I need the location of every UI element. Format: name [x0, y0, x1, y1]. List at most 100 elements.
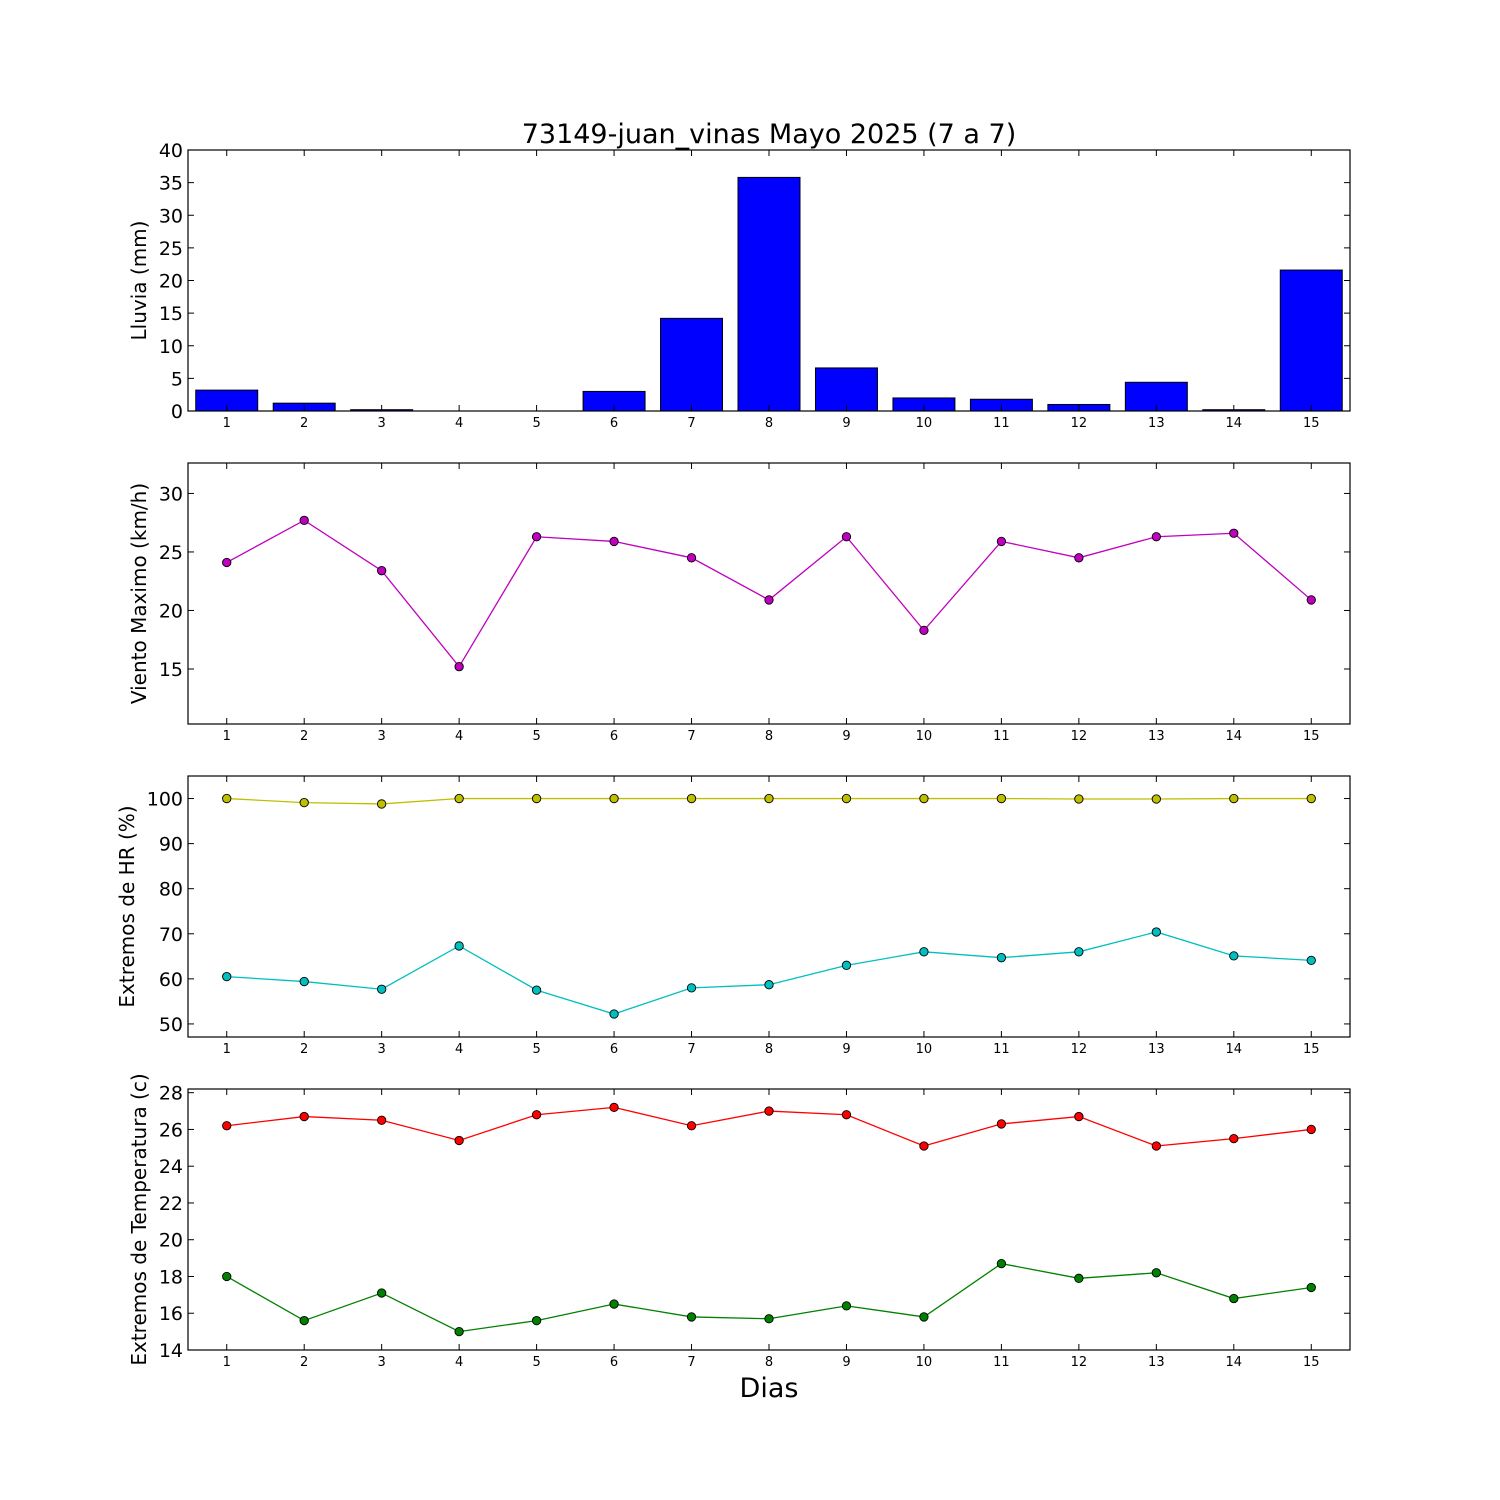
series-1-point-9 [841, 793, 852, 804]
x-tick-label: 7 [687, 416, 695, 431]
y-tick-label: 90 [159, 834, 183, 856]
series-2-point-8 [764, 1314, 774, 1324]
x-tick-label: 12 [1071, 729, 1088, 744]
series-2-point-1 [222, 1271, 232, 1282]
series-2-point-6 [609, 1299, 619, 1309]
x-tick-label: 10 [916, 416, 933, 431]
x-tick-label: 13 [1148, 1355, 1165, 1370]
series-1-point-9 [841, 532, 852, 542]
x-tick-label: 15 [1303, 729, 1320, 744]
series-1-point-8 [764, 595, 774, 605]
y-tick-label: 22 [159, 1193, 183, 1215]
x-tick-label: 8 [765, 1042, 773, 1057]
y-axis-label: Extremos de HR (%) [115, 805, 139, 1007]
series-2-point-14 [1229, 1293, 1239, 1304]
series-1-point-13 [1151, 794, 1161, 804]
series-1-point-2 [299, 1111, 309, 1122]
x-tick-label: 9 [842, 416, 850, 431]
y-tick-label: 25 [159, 542, 183, 564]
series-1-point-13 [1151, 532, 1161, 542]
series-2-point-8 [764, 980, 774, 990]
x-tick-label: 3 [378, 729, 386, 744]
x-tick-label: 3 [378, 1042, 386, 1057]
series-2-point-11 [996, 1258, 1007, 1269]
chart-panels: 1 2 3 4 5 6 7 8 9 10 11 12 13 14 150510152025303540Llu… [115, 140, 1351, 1370]
y-tick-label: 25 [159, 238, 183, 260]
y-tick-label: 16 [159, 1303, 183, 1325]
chart-panel-3: 1 2 3 4 5 6 7 8 9 10 11 12 13 14 155060708090100Extrem… [115, 775, 1351, 1057]
series-1-point-15 [1306, 595, 1316, 605]
series-1-point-12 [1074, 1111, 1084, 1122]
y-tick-label: 30 [159, 483, 183, 505]
x-tick-label: 12 [1071, 416, 1088, 431]
x-tick-label: 13 [1148, 729, 1165, 744]
plot-area [188, 463, 1350, 724]
series-1-point-5 [531, 1110, 542, 1120]
bar-15 [1279, 269, 1343, 412]
series-2-point-4 [454, 941, 464, 951]
x-tick-label: 2 [300, 1355, 308, 1370]
series-1-point-15 [1306, 1124, 1316, 1135]
y-tick-label: 14 [159, 1340, 183, 1362]
x-tick-label: 1 [223, 1042, 231, 1057]
series-1-point-9 [841, 1110, 852, 1120]
series-2-point-15 [1306, 1282, 1316, 1293]
y-tick-label: 20 [159, 1230, 183, 1252]
series-1-point-4 [454, 662, 464, 672]
plot-frame [187, 462, 1351, 725]
series-2-point-10 [919, 947, 929, 957]
x-tick-label: 9 [842, 1042, 850, 1057]
series-1-point-13 [1151, 1141, 1161, 1151]
series-1-point-7 [686, 1121, 697, 1131]
y-tick-label: 10 [159, 336, 183, 358]
x-tick-label: 4 [455, 416, 463, 431]
x-tick-label: 2 [300, 1042, 308, 1057]
x-tick-label: 8 [765, 416, 773, 431]
y-axis-label: Extremos de Temperatura (c) [127, 1073, 151, 1365]
series-1-point-10 [919, 1141, 929, 1151]
plot-area [188, 776, 1350, 1037]
chart-panel-4: 1 2 3 4 5 6 7 8 9 10 11 12 13 14 151416182022242628Ext… [127, 1073, 1351, 1370]
chart-panel-1: 1 2 3 4 5 6 7 8 9 10 11 12 13 14 150510152025303540Llu… [127, 140, 1351, 431]
series-2-point-12 [1074, 1273, 1084, 1283]
series-2-point-7 [686, 1312, 697, 1322]
x-tick-label: 11 [993, 416, 1010, 431]
series-1-point-14 [1229, 1133, 1239, 1144]
x-tick-label: 6 [610, 416, 618, 431]
series-1-point-6 [609, 1102, 619, 1113]
series-2-point-12 [1074, 947, 1084, 957]
y-tick-label: 15 [159, 303, 183, 325]
x-tick-label: 12 [1071, 1042, 1088, 1057]
x-tick-label: 14 [1226, 1042, 1243, 1057]
plot-frame [187, 149, 1351, 412]
series-2-point-7 [686, 983, 697, 993]
series-2-point-4 [454, 1326, 464, 1337]
y-tick-label: 100 [147, 789, 183, 811]
y-tick-label: 28 [159, 1083, 183, 1105]
series-2-point-3 [377, 984, 387, 994]
bar-7 [660, 317, 724, 412]
x-tick-label: 11 [993, 1042, 1010, 1057]
x-tick-label: 4 [455, 729, 463, 744]
y-tick-label: 20 [159, 271, 183, 293]
x-tick-label: 7 [687, 729, 695, 744]
y-tick-label: 70 [159, 924, 183, 946]
series-1-point-14 [1229, 793, 1239, 804]
chart-title: 73149-juan_vinas Mayo 2025 (7 a 7) [522, 119, 1017, 150]
plot-area [188, 1089, 1350, 1350]
x-tick-label: 7 [687, 1355, 695, 1370]
series-1-point-6 [609, 793, 619, 804]
series-1-point-5 [531, 793, 542, 804]
y-axis-label: Viento Maximo (km/h) [127, 483, 151, 704]
x-tick-label: 5 [532, 1355, 540, 1370]
series-1-point-4 [454, 1135, 464, 1146]
x-tick-label: 10 [916, 1355, 933, 1370]
series-1-point-4 [454, 793, 464, 804]
y-axis-label: Lluvia (mm) [127, 221, 151, 341]
series-1-point-15 [1306, 793, 1316, 804]
series-1-point-8 [764, 793, 774, 804]
series-2-point-13 [1151, 927, 1161, 937]
bar-8 [737, 176, 801, 412]
x-tick-label: 11 [993, 1355, 1010, 1370]
